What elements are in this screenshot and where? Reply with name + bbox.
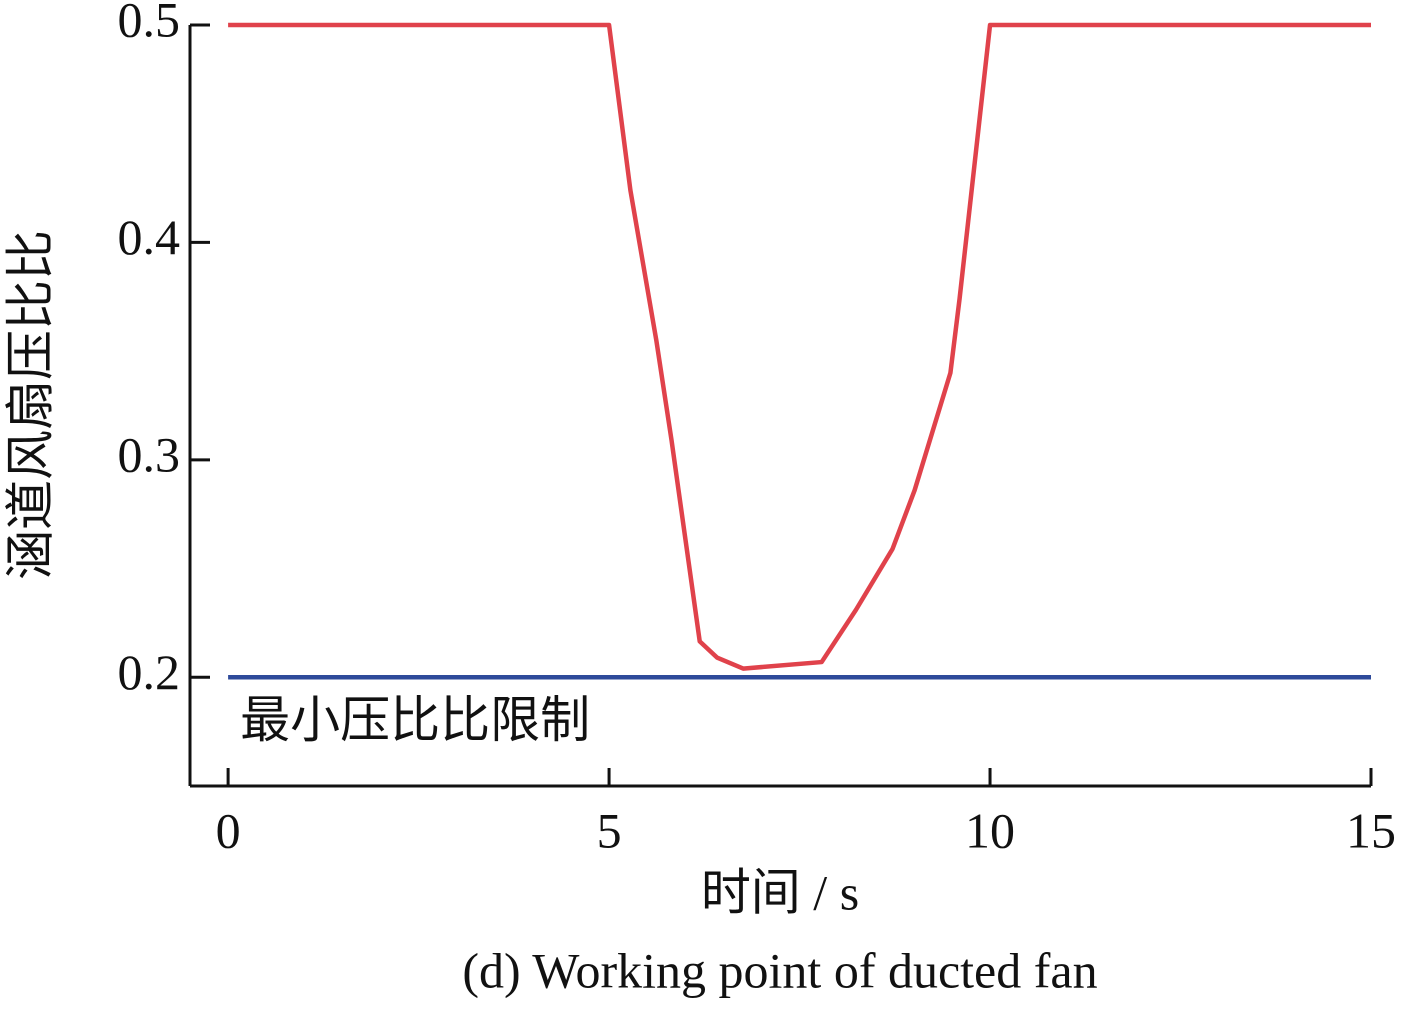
series-label: 最小压比比限制 <box>240 692 590 748</box>
y-tick-label: 0.4 <box>118 209 181 265</box>
y-tick-label: 0.3 <box>118 426 181 482</box>
y-tick-label: 0.5 <box>118 0 181 47</box>
x-tick-label: 0 <box>216 802 241 858</box>
caption: (d) Working point of ducted fan <box>462 942 1097 998</box>
x-tick-label: 10 <box>965 802 1015 858</box>
x-axis-label: 时间 / s <box>701 864 859 920</box>
y-tick-label: 0.2 <box>118 644 181 700</box>
x-tick-label: 5 <box>597 802 622 858</box>
y-axis-label: 涵道风扇压比比 <box>2 230 58 580</box>
x-tick-label: 15 <box>1346 802 1396 858</box>
series-line <box>228 22 1371 671</box>
